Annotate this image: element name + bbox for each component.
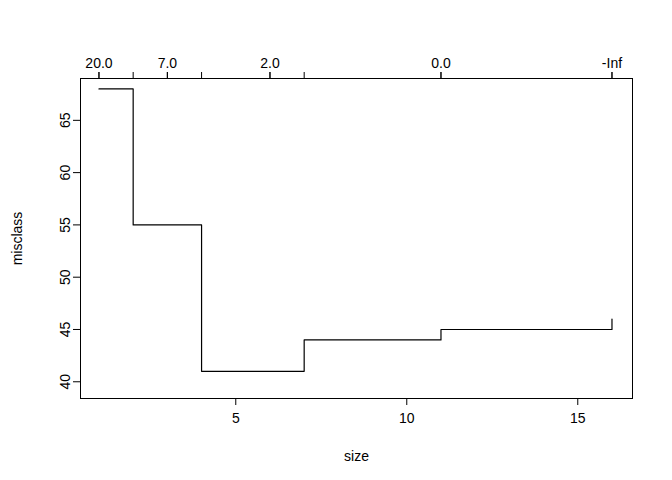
svg-text:5: 5 (232, 410, 240, 426)
svg-text:45: 45 (57, 321, 73, 337)
svg-text:40: 40 (57, 374, 73, 390)
svg-text:0.0: 0.0 (431, 55, 451, 71)
svg-text:2.0: 2.0 (260, 55, 280, 71)
svg-text:55: 55 (57, 217, 73, 233)
svg-text:60: 60 (57, 165, 73, 181)
svg-text:20.0: 20.0 (85, 55, 112, 71)
svg-text:15: 15 (570, 410, 586, 426)
svg-text:7.0: 7.0 (158, 55, 178, 71)
svg-text:misclass: misclass (9, 212, 25, 266)
svg-text:50: 50 (57, 269, 73, 285)
svg-text:10: 10 (399, 410, 415, 426)
svg-text:-Inf: -Inf (602, 55, 622, 71)
svg-text:size: size (344, 448, 369, 464)
svg-text:65: 65 (57, 112, 73, 128)
